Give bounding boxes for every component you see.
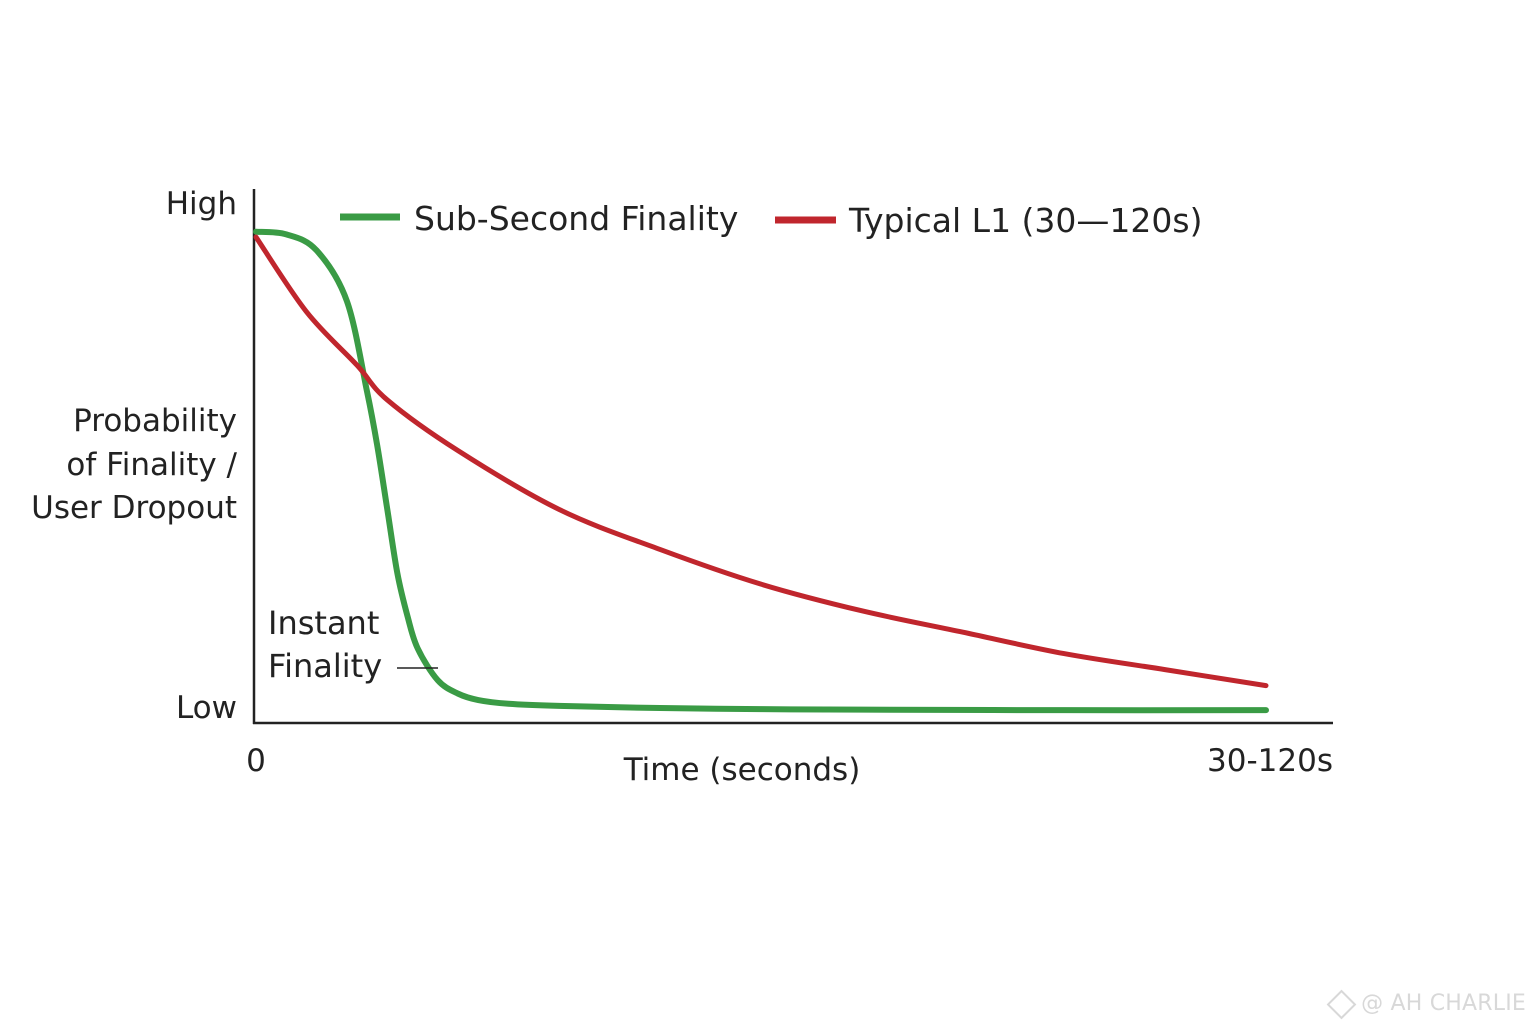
y-axis-title-line-3: User Dropout <box>31 490 237 526</box>
legend: Sub-Second Finality Typical L1 (30—120s) <box>340 199 1202 240</box>
x-tick-start: 0 <box>246 743 266 779</box>
x-axis-title: Time (seconds) <box>623 752 861 788</box>
y-tick-low: Low <box>176 690 237 726</box>
annotation-finality: Finality <box>268 647 382 685</box>
instant-finality-annotation: Instant Finality <box>268 604 438 685</box>
y-axis-labels: High Low Probability of Finality / User … <box>31 186 237 726</box>
y-tick-high: High <box>166 186 237 222</box>
y-axis-title-line-2: of Finality / <box>66 447 237 483</box>
x-tick-end: 30-120s <box>1207 743 1333 779</box>
annotation-instant: Instant <box>268 604 379 642</box>
curve-typical-l1 <box>253 234 1269 689</box>
diamond-logo-icon <box>1326 989 1357 1019</box>
x-axis-labels: 0 30-120s Time (seconds) <box>246 743 1333 788</box>
watermark: @ AH CHARLIE <box>1326 989 1526 1019</box>
legend-label-sub-second-finality: Sub-Second Finality <box>414 199 738 238</box>
legend-label-typical-l1: Typical L1 (30—120s) <box>848 201 1202 240</box>
curve-sub-second-finality <box>253 228 1269 714</box>
watermark-text: @ AH CHARLIE <box>1361 991 1526 1016</box>
series-curves <box>253 228 1269 714</box>
y-axis-title-line-1: Probability <box>73 403 237 439</box>
